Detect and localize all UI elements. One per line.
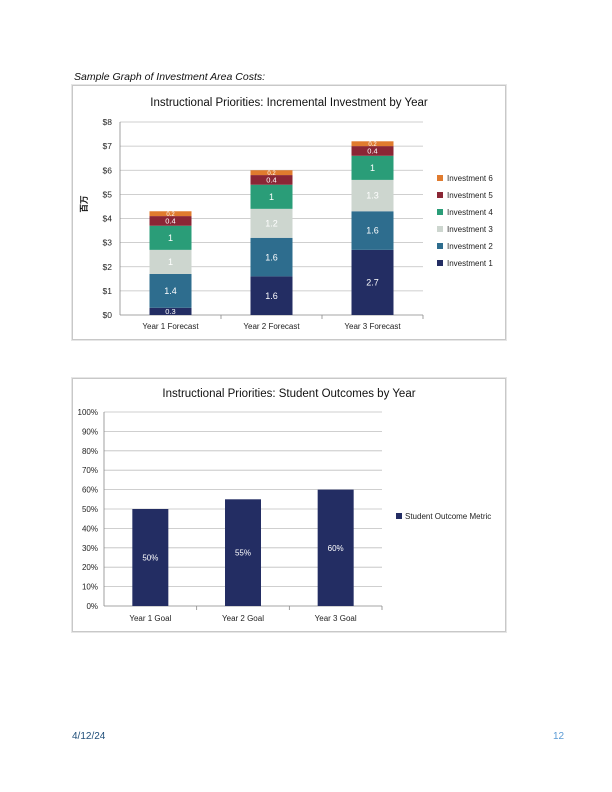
bar-segment — [351, 155, 394, 180]
chart-title: Instructional Priorities: Student Outcom… — [162, 388, 415, 400]
bar-segment — [250, 208, 293, 238]
bar-segment — [351, 141, 394, 147]
y-tick-label: $8 — [103, 117, 113, 127]
data-label: 1 — [370, 163, 375, 173]
x-tick-label: Year 1 Forecast — [142, 322, 199, 331]
y-tick-label: 0% — [86, 602, 98, 611]
bar-segment — [250, 184, 293, 209]
data-label: 1 — [168, 233, 173, 243]
data-label: 1.6 — [265, 291, 278, 301]
data-label: 0.4 — [367, 147, 377, 156]
x-tick-label: Year 3 Forecast — [344, 322, 401, 331]
legend-label: Student Outcome Metric — [405, 512, 491, 521]
data-label: 0.2 — [368, 142, 377, 148]
outcomes-chart: Instructional Priorities: Student Outcom… — [78, 388, 492, 623]
data-label: 2.7 — [366, 278, 379, 288]
y-tick-label: $6 — [103, 165, 113, 175]
bar-segment — [250, 237, 293, 277]
bar-segment — [351, 249, 394, 315]
legend-label: Investment 4 — [447, 208, 493, 217]
bar — [317, 489, 354, 606]
bar — [132, 509, 169, 606]
data-label: 0.4 — [165, 217, 175, 226]
data-label: 0.2 — [166, 212, 175, 218]
legend-label: Investment 3 — [447, 225, 493, 234]
data-label: 0.3 — [165, 307, 175, 316]
y-tick-label: 80% — [82, 447, 98, 456]
bar-segment — [149, 211, 192, 217]
y-tick-label: 40% — [82, 524, 98, 533]
y-tick-label: $3 — [103, 238, 113, 248]
chart-title: Instructional Priorities: Incremental In… — [150, 97, 428, 109]
page-number: 12 — [553, 731, 565, 742]
bar-segment — [250, 276, 293, 315]
y-tick-label: 90% — [82, 427, 98, 436]
legend-swatch — [437, 260, 443, 266]
legend-label: Investment 2 — [447, 242, 493, 251]
y-tick-label: $1 — [103, 286, 113, 296]
y-axis-label: 百万 — [79, 195, 89, 213]
y-tick-label: $4 — [103, 214, 113, 224]
legend-swatch — [437, 226, 443, 232]
data-label: 1.4 — [164, 286, 177, 296]
x-tick-label: Year 2 Goal — [222, 614, 264, 623]
bar-segment — [351, 146, 394, 156]
legend-label: Investment 6 — [447, 174, 493, 183]
investment-chart: Instructional Priorities: Incremental In… — [79, 97, 493, 331]
data-label: 1 — [269, 192, 274, 202]
legend-swatch — [437, 192, 443, 198]
bar-segment — [351, 179, 394, 212]
data-label: 0.4 — [266, 176, 276, 185]
y-tick-label: 10% — [82, 583, 98, 592]
x-tick-label: Year 1 Goal — [129, 614, 171, 623]
y-tick-label: 20% — [82, 563, 98, 572]
bar-segment — [250, 175, 293, 185]
y-tick-label: $5 — [103, 189, 113, 199]
bar-segment — [149, 273, 192, 308]
data-label: 60% — [328, 544, 344, 553]
y-tick-label: 60% — [82, 486, 98, 495]
data-label: 1.6 — [366, 226, 379, 236]
bar-segment — [149, 307, 192, 315]
y-tick-label: 50% — [82, 505, 98, 514]
x-tick-label: Year 3 Goal — [315, 614, 357, 623]
bar-segment — [149, 249, 192, 274]
data-label: 1.2 — [265, 218, 278, 228]
data-label: 1 — [168, 257, 173, 267]
data-label: 1.3 — [366, 191, 379, 201]
legend-swatch — [396, 513, 402, 519]
legend-label: Investment 1 — [447, 259, 493, 268]
outcomes-chart-frame: Instructional Priorities: Student Outcom… — [72, 378, 506, 632]
y-tick-label: 30% — [82, 544, 98, 553]
bar-segment — [149, 225, 192, 250]
data-label: 50% — [142, 554, 158, 563]
figure-caption: Sample Graph of Investment Area Costs: — [74, 71, 266, 83]
bar-segment — [351, 211, 394, 250]
bar-segment — [250, 170, 293, 176]
investment-chart-frame: Instructional Priorities: Incremental In… — [72, 85, 506, 340]
y-tick-label: 100% — [78, 408, 98, 417]
y-tick-label: 70% — [82, 466, 98, 475]
legend-swatch — [437, 243, 443, 249]
y-tick-label: $0 — [103, 310, 113, 320]
legend-swatch — [437, 209, 443, 215]
bar-segment — [149, 216, 192, 226]
data-label: 0.2 — [267, 171, 276, 177]
data-label: 55% — [235, 549, 251, 558]
bar — [225, 499, 261, 606]
footer-date: 4/12/24 — [72, 731, 106, 742]
legend-label: Investment 5 — [447, 191, 493, 200]
y-tick-label: $2 — [103, 262, 113, 272]
data-label: 1.6 — [265, 252, 278, 262]
y-tick-label: $7 — [103, 141, 113, 151]
x-tick-label: Year 2 Forecast — [243, 322, 300, 331]
legend-swatch — [437, 175, 443, 181]
